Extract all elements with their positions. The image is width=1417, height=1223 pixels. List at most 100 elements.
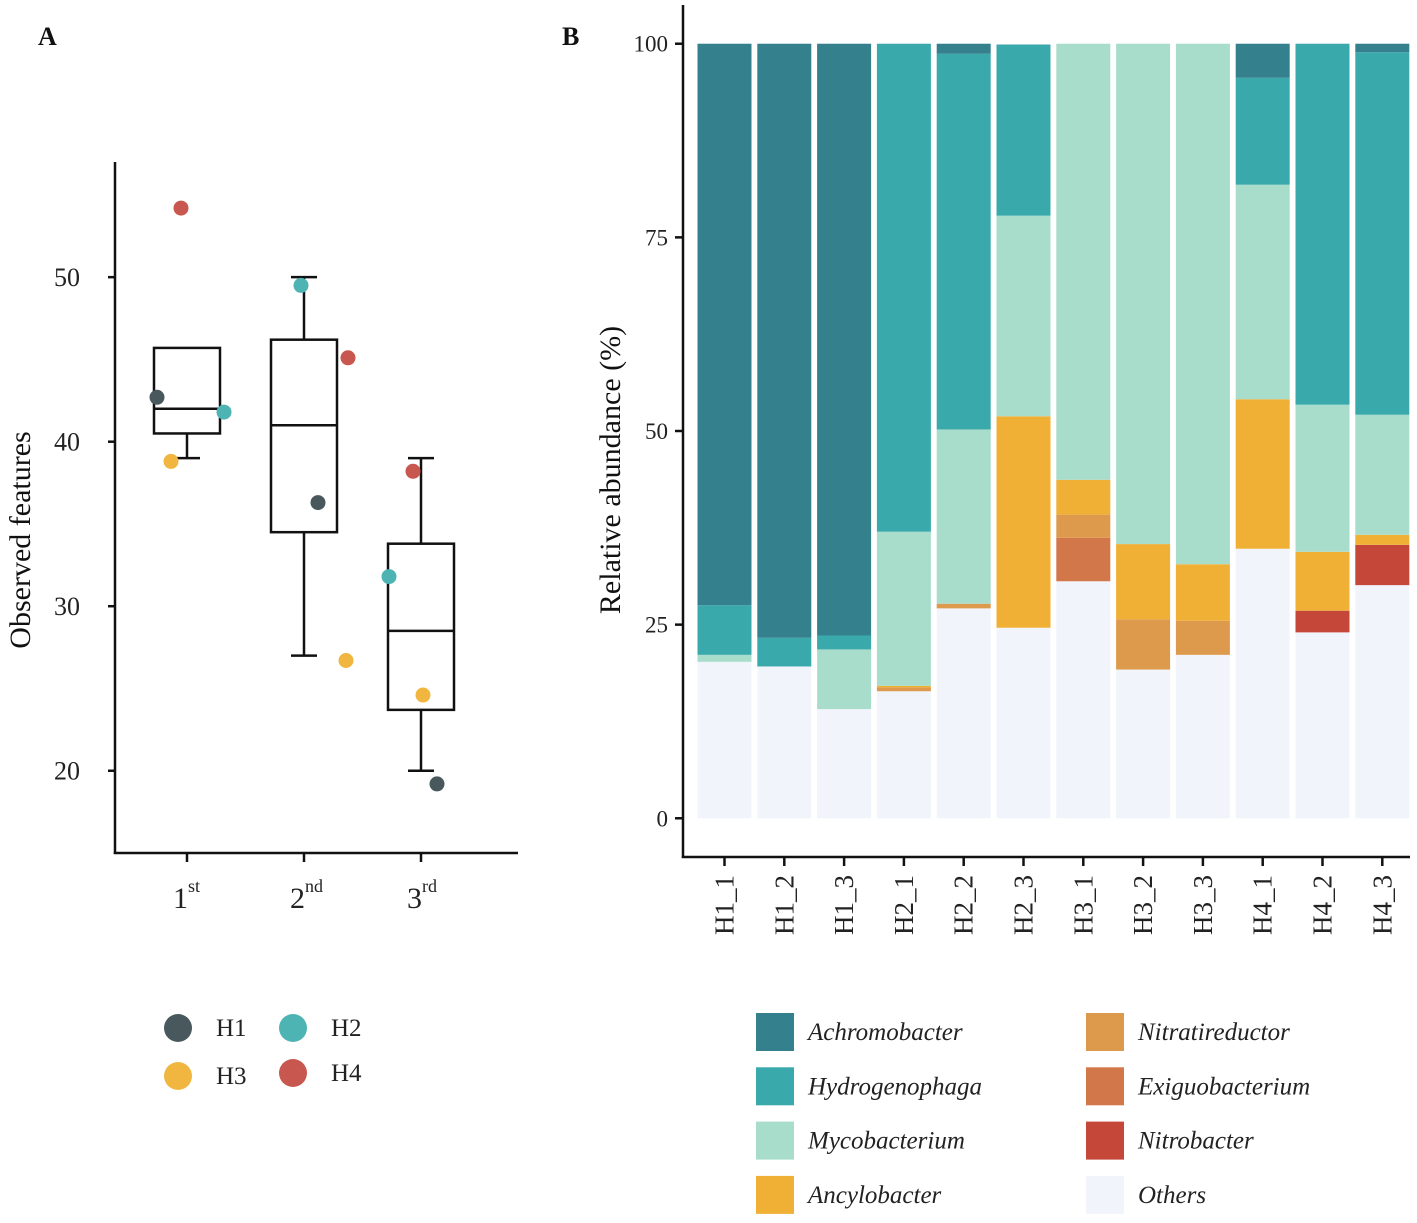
bar-segment-others bbox=[1295, 632, 1350, 819]
bar-segment-mycobacterium bbox=[697, 654, 752, 662]
legend-swatch-achromobacter bbox=[756, 1013, 794, 1051]
data-point-h4 bbox=[173, 200, 189, 216]
legend-swatch-mycobacterium bbox=[756, 1121, 794, 1160]
legend-label-hydrogenophaga: Hydrogenophaga bbox=[807, 1073, 982, 1100]
bar-segment-ancylobacter bbox=[1116, 544, 1171, 620]
bar-segment-achromobacter bbox=[757, 43, 812, 638]
bar-segment-mycobacterium bbox=[936, 429, 991, 604]
bar-segment-others bbox=[936, 608, 991, 819]
x-tick-label-suffix: st bbox=[188, 876, 200, 896]
bar-segment-others bbox=[1235, 548, 1290, 819]
legend-swatch-hydrogenophaga bbox=[756, 1067, 794, 1106]
panel-a-boxes bbox=[152, 275, 456, 772]
legend-swatch-h4 bbox=[279, 1059, 307, 1087]
bar-segment-mycobacterium bbox=[1355, 414, 1410, 535]
bar-segment-nitratireductor bbox=[1116, 619, 1171, 670]
legend-label-mycobacterium: Mycobacterium bbox=[807, 1128, 965, 1155]
bar-segment-achromobacter bbox=[936, 43, 991, 54]
x-tick-label: H2_1 bbox=[889, 875, 919, 935]
bar-segment-others bbox=[1056, 581, 1111, 819]
x-tick-label: H4_1 bbox=[1248, 875, 1278, 935]
data-point-h2 bbox=[293, 277, 309, 293]
bar-segment-nitratireductor bbox=[936, 603, 991, 609]
y-tick-label: 25 bbox=[645, 613, 668, 638]
data-point-h3 bbox=[415, 687, 431, 703]
y-tick-label: 75 bbox=[645, 225, 668, 250]
bar-segment-achromobacter bbox=[817, 43, 872, 636]
bar-segment-achromobacter bbox=[1355, 43, 1410, 53]
bar-segment-hydrogenophaga bbox=[817, 635, 872, 650]
bar-segment-mycobacterium bbox=[817, 649, 872, 710]
bar-segment-ancylobacter bbox=[1295, 551, 1350, 611]
bar-segment-ancylobacter bbox=[1175, 564, 1230, 621]
bar-segment-ancylobacter bbox=[1355, 534, 1410, 545]
legend-label-achromobacter: Achromobacter bbox=[806, 1019, 963, 1046]
bar-segment-others bbox=[757, 666, 812, 819]
data-point-h2 bbox=[216, 404, 232, 420]
bar-segment-achromobacter bbox=[1235, 43, 1290, 78]
bar-segment-others bbox=[996, 627, 1051, 819]
panel-b-y-ticks: 0 25 50 75 100 bbox=[634, 32, 683, 831]
data-point-h1 bbox=[310, 495, 326, 511]
bar-segment-mycobacterium bbox=[1235, 184, 1290, 400]
data-point-h4 bbox=[405, 463, 421, 479]
bar-segment-ancylobacter bbox=[996, 416, 1051, 628]
bar-segment-others bbox=[1355, 585, 1410, 819]
x-tick-label-suffix: rd bbox=[422, 876, 437, 896]
bar-segment-exiguobacterium bbox=[1056, 537, 1111, 582]
legend-swatch-nitrobacter bbox=[1086, 1121, 1124, 1160]
x-tick-label: H3_1 bbox=[1068, 875, 1098, 935]
panel-b-label: B bbox=[562, 22, 579, 51]
panel-b-y-axis-title: Relative abundance (%) bbox=[594, 326, 627, 614]
bar-segment-mycobacterium bbox=[1295, 404, 1350, 552]
bar-segment-nitrobacter bbox=[1355, 544, 1410, 586]
x-tick-label: 3rd bbox=[407, 876, 437, 915]
bar-segment-others bbox=[697, 661, 752, 819]
bar-segment-hydrogenophaga bbox=[697, 605, 752, 655]
panel-b-bars bbox=[697, 43, 1410, 819]
bar-segment-others bbox=[1175, 654, 1230, 819]
y-tick-label: 100 bbox=[634, 32, 669, 57]
bar-segment-others bbox=[876, 691, 931, 819]
x-tick-label: H1_1 bbox=[710, 875, 740, 935]
x-tick-label: H2_3 bbox=[1009, 875, 1039, 935]
legend-swatch-h1 bbox=[164, 1014, 192, 1042]
legend-label-nitrobacter: Nitrobacter bbox=[1137, 1128, 1254, 1155]
panel-a: A Observed features 20 30 40 50 1st 2nd 3rd H… bbox=[4, 22, 518, 1090]
data-point-h2 bbox=[381, 569, 397, 585]
x-tick-label-number: 3 bbox=[407, 882, 422, 915]
x-tick-label: H4_3 bbox=[1367, 875, 1397, 935]
bar-segment-ancylobacter bbox=[1235, 399, 1290, 549]
panel-a-legend: H1 H2 H3 H4 bbox=[164, 1014, 362, 1090]
y-tick-label: 30 bbox=[54, 592, 80, 621]
legend-label-others: Others bbox=[1138, 1182, 1206, 1209]
panel-b-x-ticks: H1_1 H1_2 H1_3 H2_1 H2_2 H2_3 H3_1 H3_2 H3_3 H4_1… bbox=[710, 857, 1397, 935]
legend-swatch-ancylobacter bbox=[756, 1175, 794, 1214]
legend-label-h2: H2 bbox=[331, 1015, 362, 1042]
bar-segment-hydrogenophaga bbox=[996, 44, 1051, 216]
bar-segment-hydrogenophaga bbox=[1295, 43, 1350, 405]
bar-segment-hydrogenophaga bbox=[1355, 52, 1410, 415]
panel-a-y-axis-title: Observed features bbox=[4, 431, 37, 648]
panel-a-y-ticks: 20 30 40 50 bbox=[54, 263, 115, 786]
bar-segment-others bbox=[817, 709, 872, 819]
panel-b-legend: Achromobacter Hydrogenophaga Mycobacterium… bbox=[756, 1013, 1310, 1214]
bar-segment-nitratireductor bbox=[876, 687, 931, 692]
legend-swatch-nitratireductor bbox=[1086, 1013, 1124, 1051]
bar-segment-nitratireductor bbox=[1056, 514, 1111, 538]
bar-segment-hydrogenophaga bbox=[757, 637, 812, 667]
y-tick-label: 50 bbox=[645, 419, 668, 444]
bar-segment-achromobacter bbox=[697, 43, 752, 606]
bar-segment-others bbox=[1116, 669, 1171, 819]
bar-segment-ancylobacter bbox=[1056, 479, 1111, 515]
x-tick-label: H1_3 bbox=[829, 875, 859, 935]
bar-segment-nitrobacter bbox=[1295, 610, 1350, 633]
x-tick-label-suffix: nd bbox=[305, 876, 323, 896]
data-point-h4 bbox=[340, 350, 356, 366]
data-point-h3 bbox=[163, 453, 179, 469]
legend-label-nitratireductor: Nitratireductor bbox=[1137, 1019, 1290, 1046]
bar-segment-nitratireductor bbox=[1175, 620, 1230, 655]
panel-b: B Relative abundance (%) 0 25 50 75 100 H1_1… bbox=[562, 5, 1410, 1214]
data-point-h3 bbox=[338, 653, 354, 669]
bar-segment-mycobacterium bbox=[1116, 43, 1171, 545]
